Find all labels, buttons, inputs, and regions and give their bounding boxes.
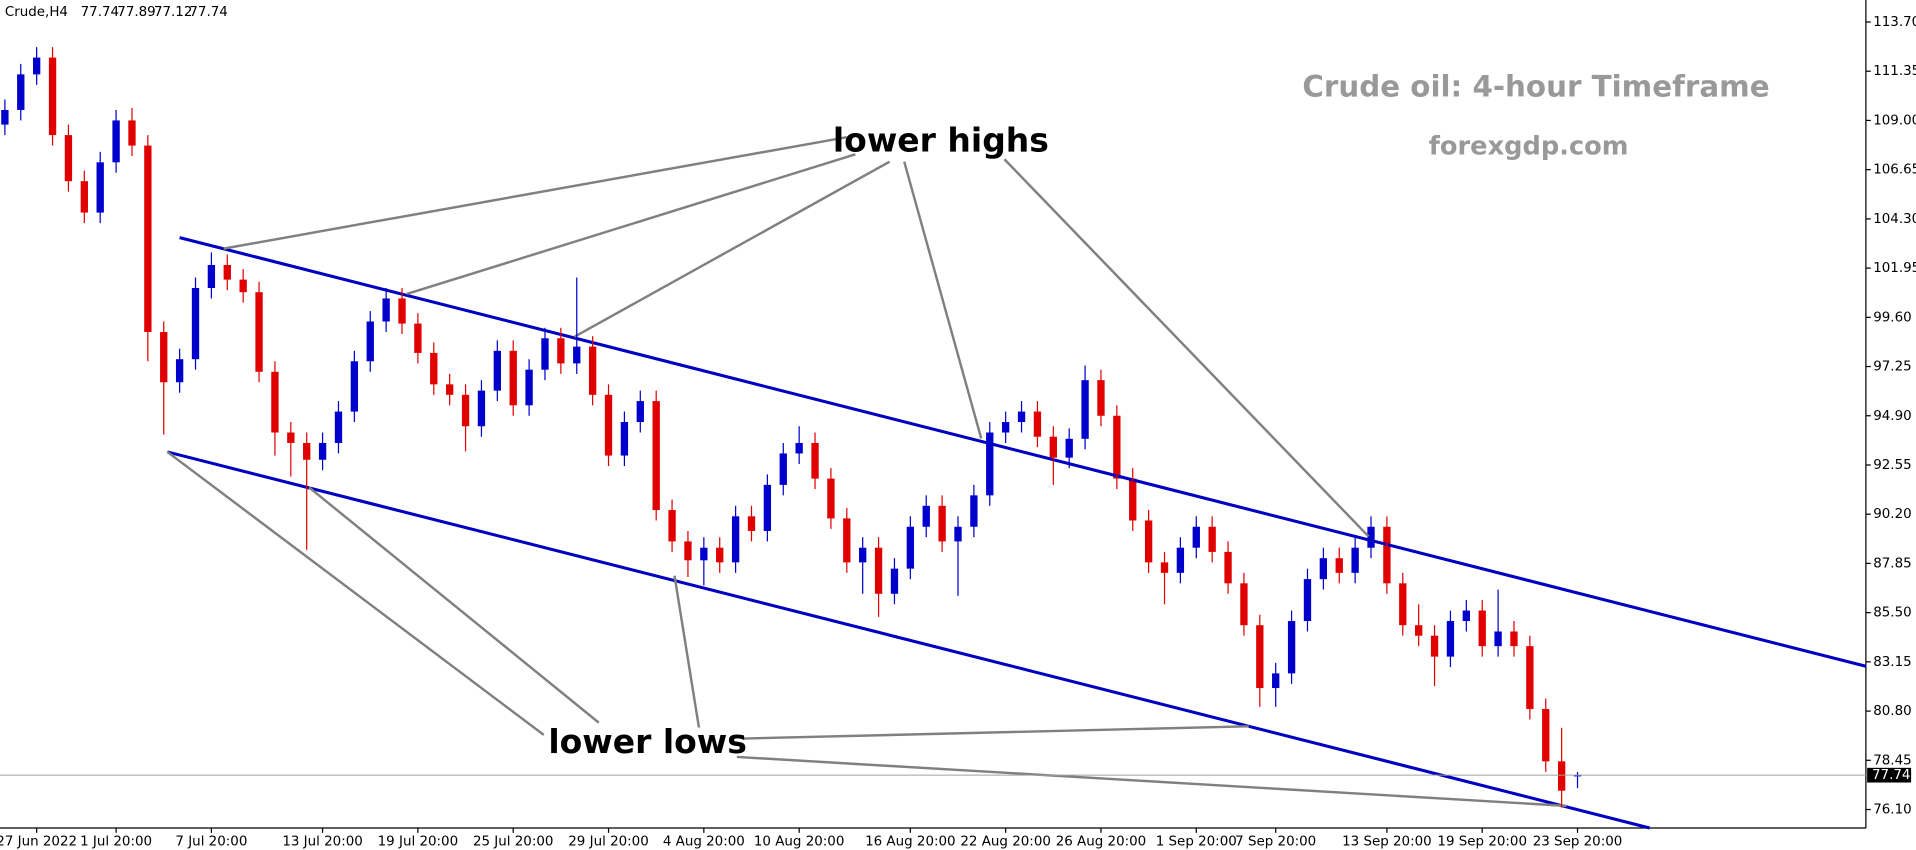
chart-subtitle: forexgdp.com bbox=[1429, 131, 1629, 161]
y-tick-label: 101.95 bbox=[1873, 261, 1916, 276]
x-tick-label: 16 Aug 20:00 bbox=[865, 834, 956, 849]
symbol: Crude,H4 bbox=[5, 5, 68, 20]
x-tick-label: 7 Jul 20:00 bbox=[175, 834, 247, 849]
pointer bbox=[903, 161, 983, 439]
y-tick-label: 78.45 bbox=[1873, 753, 1911, 768]
pointers bbox=[166, 135, 1567, 808]
y-tick-label: 94.90 bbox=[1873, 409, 1911, 424]
pointer bbox=[308, 486, 600, 724]
open-value: 77.74 bbox=[81, 5, 119, 20]
x-tick-label: 7 Sep 20:00 bbox=[1235, 834, 1316, 849]
x-tick-label: 10 Aug 20:00 bbox=[754, 834, 845, 849]
channel-upper bbox=[179, 236, 1867, 668]
x-tick-label: 26 Aug 20:00 bbox=[1056, 834, 1147, 849]
x-tick-label: 19 Sep 20:00 bbox=[1437, 834, 1527, 849]
pointer bbox=[742, 725, 1249, 740]
x-tick-label: 23 Sep 20:00 bbox=[1533, 834, 1623, 849]
last-price-label: 77.74 bbox=[1872, 768, 1910, 783]
y-tick-label: 97.25 bbox=[1873, 360, 1911, 375]
pointer bbox=[166, 450, 545, 736]
x-tick-label: 1 Jul 20:00 bbox=[80, 834, 152, 849]
y-tick-label: 104.30 bbox=[1873, 212, 1916, 227]
x-tick-label: 1 Sep 20:00 bbox=[1156, 834, 1237, 849]
x-tick-label: 4 Aug 20:00 bbox=[663, 834, 745, 849]
pointer bbox=[1003, 158, 1370, 538]
pointer bbox=[736, 755, 1567, 808]
pointer bbox=[573, 160, 891, 338]
y-tick-label: 76.10 bbox=[1873, 803, 1911, 818]
x-tick-label: 25 Jul 20:00 bbox=[473, 834, 554, 849]
annotation: lower lows bbox=[548, 722, 747, 761]
y-tick-label: 113.70 bbox=[1873, 15, 1916, 30]
close-value: 77.74 bbox=[189, 5, 227, 20]
last-price-tag bbox=[1867, 767, 1912, 783]
x-tick-label: 22 Aug 20:00 bbox=[960, 834, 1051, 849]
x-tick-label: 27 Jun 2022 bbox=[0, 834, 77, 849]
pointer bbox=[673, 575, 701, 728]
x-tick-label: 13 Sep 20:00 bbox=[1342, 834, 1432, 849]
x-tick-label: 13 Jul 20:00 bbox=[282, 834, 363, 849]
y-tick-label: 90.20 bbox=[1873, 507, 1911, 522]
y-tick-label: 109.00 bbox=[1873, 113, 1916, 128]
pointer bbox=[223, 135, 848, 250]
y-tick-label: 99.60 bbox=[1873, 310, 1911, 325]
y-tick-label: 106.65 bbox=[1873, 163, 1916, 178]
chart-title: Crude oil: 4-hour Timeframe bbox=[1302, 70, 1769, 104]
y-tick-label: 80.80 bbox=[1873, 704, 1911, 719]
x-tick-label: 19 Jul 20:00 bbox=[378, 834, 458, 849]
header: Crude,H4 77.74 77.89 77.12 77.74 bbox=[5, 5, 228, 20]
y-tick-label: 83.15 bbox=[1873, 655, 1911, 670]
pointer bbox=[406, 153, 856, 296]
x-tick-label: 29 Jul 20:00 bbox=[568, 834, 649, 849]
y-tick-label: 92.55 bbox=[1873, 458, 1911, 473]
y-tick-label: 85.50 bbox=[1873, 606, 1911, 621]
high-value: 77.89 bbox=[117, 5, 155, 20]
channel-lower bbox=[167, 450, 1650, 830]
annotation: lower highs bbox=[833, 121, 1049, 160]
y-tick-label: 111.35 bbox=[1873, 64, 1916, 79]
y-tick-label: 87.85 bbox=[1873, 556, 1911, 571]
low-value: 77.12 bbox=[154, 5, 192, 20]
